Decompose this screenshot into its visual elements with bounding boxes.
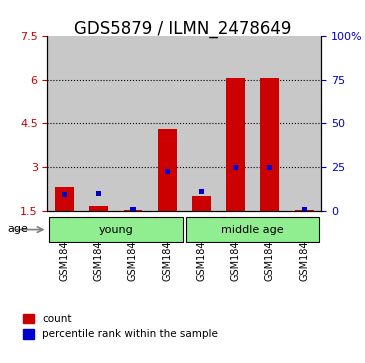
Bar — [219, 36, 253, 211]
Bar — [199, 189, 204, 194]
Text: young: young — [99, 225, 133, 234]
Text: middle age: middle age — [222, 225, 284, 234]
Bar — [47, 36, 82, 211]
Bar — [253, 36, 287, 211]
Bar — [301, 207, 307, 213]
Bar — [226, 78, 245, 211]
Text: GDS5879 / ILMN_2478649: GDS5879 / ILMN_2478649 — [74, 20, 291, 38]
Bar — [184, 36, 219, 211]
Bar — [62, 192, 67, 197]
Bar — [130, 207, 135, 213]
Bar — [287, 36, 321, 211]
Bar — [261, 78, 279, 211]
Bar — [267, 165, 272, 171]
Bar — [150, 36, 184, 211]
Bar — [192, 196, 211, 211]
FancyBboxPatch shape — [49, 217, 182, 242]
Bar — [96, 191, 101, 196]
Bar — [82, 36, 116, 211]
Bar — [55, 187, 74, 211]
FancyBboxPatch shape — [186, 217, 319, 242]
Bar — [233, 165, 238, 171]
Text: age: age — [7, 224, 28, 234]
Bar — [165, 169, 170, 174]
Bar — [116, 36, 150, 211]
Bar — [124, 210, 142, 211]
Bar — [89, 206, 108, 211]
Bar — [158, 129, 177, 211]
Legend: count, percentile rank within the sample: count, percentile rank within the sample — [23, 314, 218, 339]
Bar — [295, 210, 314, 211]
